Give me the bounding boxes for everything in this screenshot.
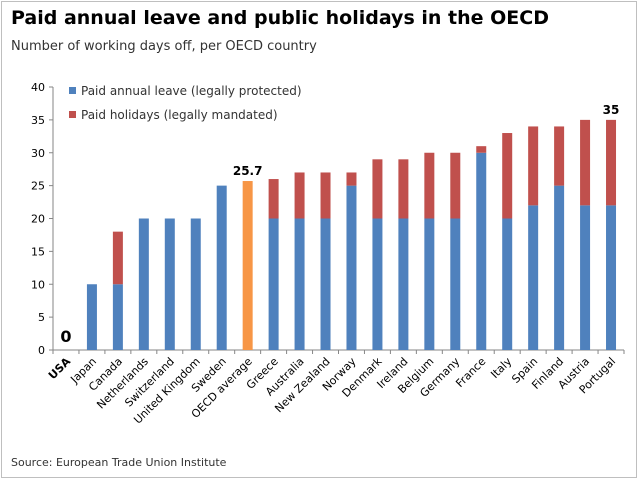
y-tick-label: 0 bbox=[38, 344, 45, 357]
bar-paid-holidays-italy bbox=[502, 133, 513, 219]
bar-annual-leave-canada bbox=[112, 284, 123, 350]
bar-annual-leave-switzerland bbox=[164, 218, 175, 350]
bar-annual-leave-new-zealand bbox=[320, 218, 331, 350]
bar-paid-holidays-portugal bbox=[606, 119, 617, 206]
bar-paid-holidays-ireland bbox=[398, 159, 409, 219]
legend-swatch-paid-holidays bbox=[69, 111, 76, 118]
bar-paid-holidays-norway bbox=[346, 172, 357, 186]
legend: Paid annual leave (legally protected) Pa… bbox=[69, 84, 302, 122]
y-tick-label: 10 bbox=[31, 278, 45, 291]
bar-paid-holidays-canada bbox=[112, 231, 123, 285]
bar-annual-leave-france bbox=[476, 152, 487, 350]
bar-annual-leave-belgium bbox=[424, 218, 435, 350]
data-label-oecd-average: 25.7 bbox=[233, 164, 263, 178]
bar-paid-holidays-australia bbox=[294, 172, 305, 219]
bar-paid-holidays-belgium bbox=[424, 152, 435, 219]
legend-swatch-annual-leave bbox=[69, 87, 76, 94]
chart-subtitle: Number of working days off, per OECD cou… bbox=[11, 39, 317, 54]
bar-paid-holidays-finland bbox=[554, 126, 565, 186]
y-tick-label: 30 bbox=[31, 147, 45, 160]
y-tick-label: 20 bbox=[31, 213, 45, 226]
bar-annual-leave-netherlands bbox=[138, 218, 149, 350]
bar-annual-leave-sweden bbox=[216, 185, 227, 350]
y-tick-label: 15 bbox=[31, 245, 45, 258]
bar-annual-leave-ireland bbox=[398, 218, 409, 350]
bar-annual-leave-japan bbox=[86, 284, 97, 350]
bar-paid-holidays-austria bbox=[580, 119, 591, 206]
data-label-usa: 0 bbox=[60, 327, 71, 346]
bar-annual-leave-germany bbox=[450, 218, 461, 350]
bar-paid-holidays-france bbox=[476, 146, 487, 153]
bar-paid-holidays-new-zealand bbox=[320, 172, 331, 219]
source-note: Source: European Trade Union Institute bbox=[11, 456, 227, 469]
bar-annual-leave-italy bbox=[502, 218, 513, 350]
bar-annual-leave-greece bbox=[268, 218, 279, 350]
legend-label-paid-holidays: Paid holidays (legally mandated) bbox=[81, 108, 278, 122]
x-tick-label-france: France bbox=[453, 355, 488, 390]
legend-label-annual-leave: Paid annual leave (legally protected) bbox=[81, 84, 302, 98]
y-tick-label: 5 bbox=[38, 311, 45, 324]
bar-paid-holidays-germany bbox=[450, 152, 461, 219]
bar-annual-leave-united-kingdom bbox=[190, 218, 201, 350]
bar-paid-holidays-denmark bbox=[372, 159, 383, 219]
y-tick-label: 25 bbox=[31, 180, 45, 193]
chart-title: Paid annual leave and public holidays in… bbox=[11, 7, 549, 29]
data-label-portugal: 35 bbox=[603, 103, 620, 117]
bar-paid-holidays-spain bbox=[528, 126, 539, 206]
y-tick-label: 35 bbox=[31, 114, 45, 127]
bar-paid-holidays-greece bbox=[268, 179, 279, 219]
bar-annual-leave-spain bbox=[528, 205, 539, 350]
bar-annual-leave-norway bbox=[346, 185, 357, 350]
bar-annual-leave-portugal bbox=[606, 205, 617, 350]
bar-annual-leave-oecd-average bbox=[242, 181, 253, 350]
bar-annual-leave-finland bbox=[554, 185, 565, 350]
bar-annual-leave-australia bbox=[294, 218, 305, 350]
bar-annual-leave-austria bbox=[580, 205, 591, 350]
y-tick-label: 40 bbox=[31, 81, 45, 94]
bar-annual-leave-denmark bbox=[372, 218, 383, 350]
